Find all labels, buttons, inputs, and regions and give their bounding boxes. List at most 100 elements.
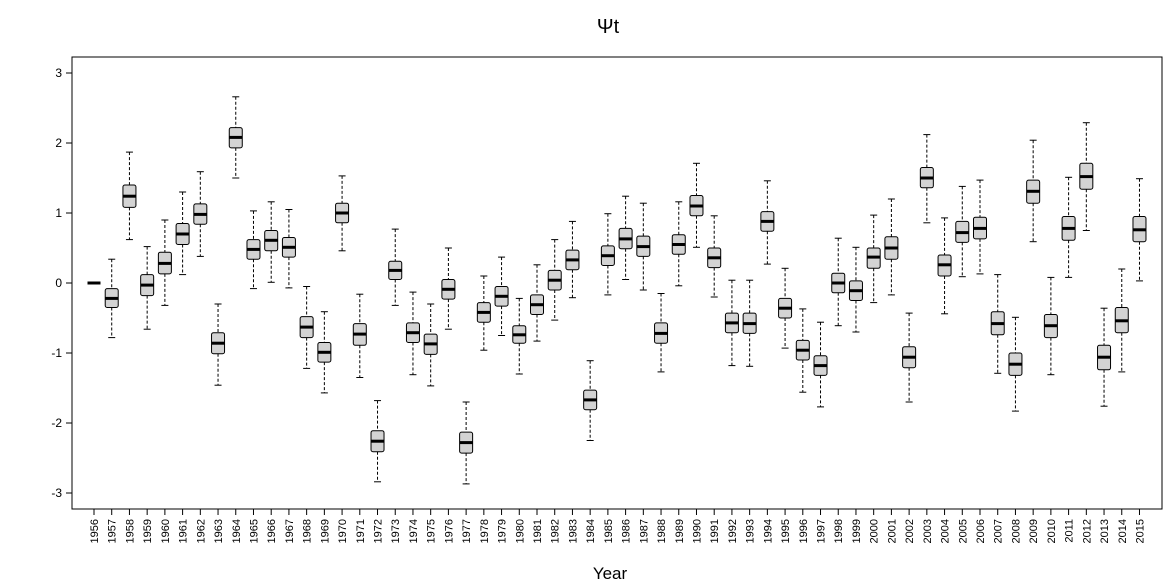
- box-1984: [583, 360, 598, 441]
- x-tick-label: 1958: [124, 519, 136, 543]
- box-1971: [352, 293, 367, 378]
- x-tick-label: 1959: [142, 519, 154, 543]
- x-tick-label: 1996: [798, 519, 810, 543]
- box-1989: [671, 201, 686, 287]
- box-2002: [902, 312, 917, 403]
- x-axis: 1956 1957 1958 1959 1960 1961 1962 1963 1964 1965…: [89, 509, 1146, 543]
- box-1967: [281, 209, 296, 289]
- x-tick-label: 1992: [727, 519, 739, 543]
- y-tick-label: 3: [55, 66, 62, 80]
- y-tick-label: -3: [51, 486, 62, 500]
- box-1968: [299, 286, 314, 369]
- x-tick-label: 1980: [514, 519, 526, 543]
- y-tick-label: -2: [51, 416, 62, 430]
- box-1975: [423, 303, 438, 387]
- x-tick-label: 1997: [816, 519, 828, 543]
- x-tick-label: 2010: [1046, 519, 1058, 543]
- y-axis: -3 -2 -1 0 1 2 3: [51, 66, 72, 500]
- x-tick-label: 1956: [89, 519, 101, 543]
- box-1983: [565, 220, 580, 299]
- x-tick-label: 1957: [107, 519, 119, 543]
- box-2009: [1026, 139, 1041, 243]
- box-2010: [1043, 276, 1058, 376]
- x-tick-label: 2008: [1010, 519, 1022, 543]
- box-1988: [654, 293, 669, 373]
- box-1993: [742, 279, 757, 367]
- box-1985: [600, 213, 615, 296]
- x-tick-label: 2009: [1028, 519, 1040, 543]
- box-2004: [937, 217, 952, 315]
- x-tick-label: 2000: [869, 519, 881, 543]
- x-axis-label: Year: [593, 564, 628, 581]
- x-tick-label: 2002: [904, 519, 916, 543]
- y-tick-label: -1: [51, 346, 62, 360]
- box-1976: [441, 247, 456, 330]
- box-1961: [175, 191, 190, 276]
- x-tick-label: 1966: [266, 519, 278, 543]
- box-1957: [104, 258, 119, 339]
- box-1977: [459, 401, 474, 485]
- box-1980: [512, 297, 527, 375]
- x-tick-label: 1965: [248, 519, 260, 543]
- x-tick-label: 2004: [940, 519, 952, 543]
- box-2014: [1114, 268, 1129, 373]
- box-2005: [955, 185, 970, 278]
- box-1959: [140, 246, 155, 330]
- box-1974: [405, 291, 420, 376]
- box-1990: [689, 162, 704, 248]
- x-tick-label: 1979: [497, 519, 509, 543]
- box-1992: [724, 279, 739, 367]
- box-2003: [919, 134, 934, 224]
- chart-title: Ψt: [597, 16, 620, 38]
- box-1969: [317, 311, 332, 394]
- y-tick-label: 0: [55, 276, 62, 290]
- x-tick-label: 1990: [691, 519, 703, 543]
- x-tick-label: 1970: [337, 519, 349, 543]
- x-tick-label: 2001: [886, 519, 898, 543]
- x-tick-label: 1988: [656, 519, 668, 543]
- x-tick-label: 1986: [621, 519, 633, 543]
- x-tick-label: 1961: [178, 519, 190, 543]
- box-1994: [760, 180, 775, 265]
- x-tick-label: 1983: [567, 519, 579, 543]
- x-tick-label: 1964: [231, 519, 243, 543]
- y-tick-label: 2: [55, 136, 62, 150]
- box-1997: [813, 321, 828, 408]
- box-2008: [1008, 316, 1023, 412]
- box-1965: [246, 210, 261, 290]
- y-tick-label: 1: [55, 206, 62, 220]
- box-1960: [157, 219, 172, 306]
- box-1986: [618, 195, 633, 280]
- box-1964: [228, 96, 243, 179]
- box-2012: [1079, 122, 1094, 231]
- x-tick-label: 1991: [709, 519, 721, 543]
- x-tick-label: 1987: [638, 519, 650, 543]
- x-tick-label: 1998: [833, 519, 845, 543]
- box-2015: [1132, 178, 1147, 282]
- box-1996: [795, 308, 810, 393]
- box-2011: [1061, 176, 1076, 278]
- x-tick-label: 1993: [745, 519, 757, 543]
- x-tick-label: 1971: [355, 519, 367, 543]
- x-tick-label: 1973: [390, 519, 402, 543]
- box-1962: [193, 171, 208, 257]
- box-1979: [494, 256, 509, 336]
- box-2013: [1097, 307, 1112, 407]
- x-tick-label: 2014: [1117, 519, 1129, 543]
- x-tick-label: 1969: [319, 519, 331, 543]
- box-1966: [264, 201, 279, 283]
- box-1973: [388, 228, 403, 306]
- x-tick-label: 1972: [373, 519, 385, 543]
- box-2000: [866, 214, 881, 304]
- x-tick-label: 1968: [302, 519, 314, 543]
- x-tick-label: 1960: [160, 519, 172, 543]
- x-tick-label: 2007: [993, 519, 1005, 543]
- x-tick-label: 2005: [957, 519, 969, 543]
- box-1987: [636, 202, 651, 291]
- box-1970: [335, 175, 350, 252]
- x-tick-label: 1982: [550, 519, 562, 543]
- x-tick-label: 1995: [780, 519, 792, 543]
- x-tick-label: 1994: [762, 519, 774, 543]
